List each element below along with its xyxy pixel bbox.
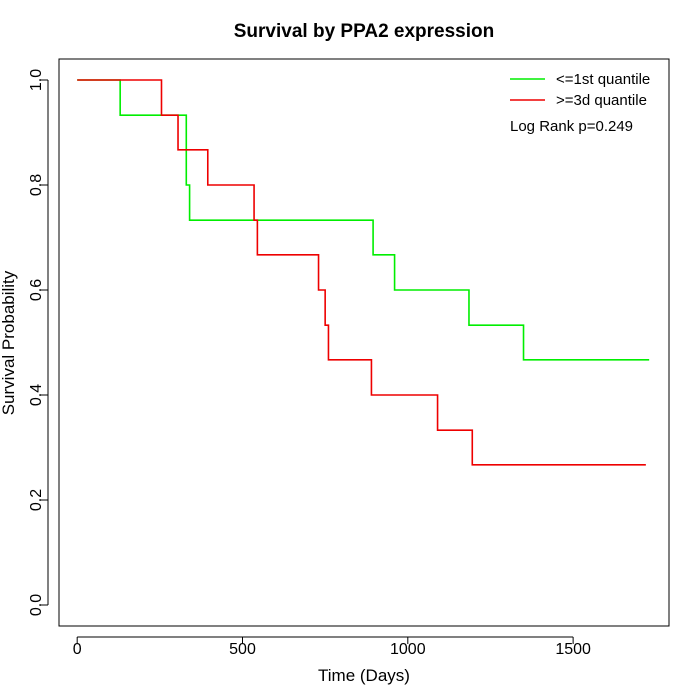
y-tick-label: 0.0 bbox=[28, 594, 45, 616]
series-line-2 bbox=[77, 79, 646, 466]
x-tick-label: 1500 bbox=[555, 641, 591, 658]
x-axis: 0 500 1000 1500 bbox=[73, 636, 591, 658]
chart-title: Survival by PPA2 expression bbox=[234, 21, 495, 42]
log-rank-annotation: Log Rank p=0.249 bbox=[510, 118, 633, 135]
legend-label-2: >=3d quantile bbox=[556, 92, 647, 109]
plot-frame bbox=[58, 58, 670, 627]
y-axis: 0.0 0.2 0.4 0.6 0.8 1.0 bbox=[28, 69, 49, 616]
legend: <=1st quantile >=3d quantile bbox=[510, 71, 650, 109]
y-axis-label: Survival Probability bbox=[0, 270, 18, 415]
y-tick-label: 0.6 bbox=[28, 279, 45, 301]
y-tick-label: 0.2 bbox=[28, 489, 45, 511]
y-tick-label: 0.4 bbox=[28, 384, 45, 406]
x-tick-label: 1000 bbox=[390, 641, 426, 658]
series-line-1 bbox=[77, 79, 650, 361]
x-tick-label: 0 bbox=[73, 641, 82, 658]
y-tick-label: 0.8 bbox=[28, 174, 45, 196]
x-axis-label: Time (Days) bbox=[318, 666, 410, 685]
y-tick-label: 1.0 bbox=[28, 69, 45, 91]
series-layer bbox=[77, 79, 650, 466]
x-tick-label: 500 bbox=[229, 641, 256, 658]
legend-label-1: <=1st quantile bbox=[556, 71, 650, 88]
